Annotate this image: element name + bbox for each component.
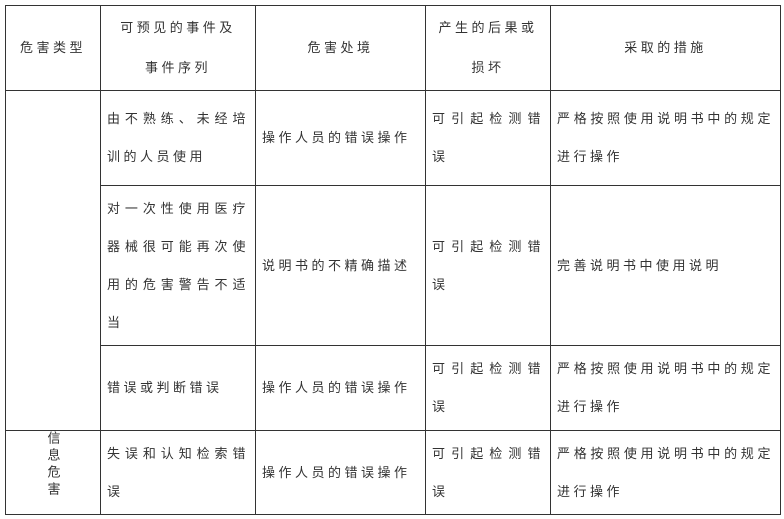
consequence-cell: 可引起检测错误	[425, 345, 551, 431]
consequence-cell: 可引起检测错误	[425, 185, 551, 346]
header-measures: 采取的措施	[550, 5, 781, 91]
measure-cell: 完善说明书中使用说明	[550, 185, 781, 346]
risk-analysis-table: 危害类型 可预见的事件及 事件序列 危害处境 产生的后果或 损坏 采取的措施 由…	[5, 5, 781, 515]
header-foreseeable-events: 可预见的事件及 事件序列	[100, 5, 256, 91]
header-hazardous-situation: 危害处境	[255, 5, 426, 91]
hazard-type-empty-cell	[5, 90, 101, 431]
situation-cell: 操作人员的错误操作	[255, 430, 426, 515]
header-consequence: 产生的后果或 损坏	[425, 5, 551, 91]
consequence-cell: 可引起检测错误	[425, 90, 551, 186]
header-hazard-type: 危害类型	[5, 5, 101, 91]
table-row: 由不熟练、未经培训的人员使用 操作人员的错误操作 可引起检测错误 严格按照使用说…	[5, 90, 781, 431]
situation-cell: 说明书的不精确描述	[255, 185, 426, 346]
consequence-cell: 可引起检测错误	[425, 430, 551, 515]
table-header-row: 危害类型 可预见的事件及 事件序列 危害处境 产生的后果或 损坏 采取的措施	[5, 5, 781, 91]
event-cell: 失误和认知检索错误	[100, 430, 256, 515]
measure-cell: 严格按照使用说明书中的规定进行操作	[550, 90, 781, 186]
measure-cell: 严格按照使用说明书中的规定进行操作	[550, 430, 781, 515]
situation-cell: 操作人员的错误操作	[255, 90, 426, 186]
event-cell: 错误或判断错误	[100, 345, 256, 431]
table-row: 信息危害 失误和认知检索错误 操作人员的错误操作 可引起检测错误 严格按照使用说…	[5, 430, 781, 515]
table-row: 对一次性使用医疗器械很可能再次使用的危害警告不适当 说明书的不精确描述 可引起检…	[6, 185, 781, 346]
table-row: 错误或判断错误 操作人员的错误操作 可引起检测错误 严格按照使用说明书中的规定进…	[6, 345, 781, 431]
event-cell: 对一次性使用医疗器械很可能再次使用的危害警告不适当	[100, 185, 256, 346]
measure-cell: 严格按照使用说明书中的规定进行操作	[550, 345, 781, 431]
hazard-type-label: 信息危害	[45, 431, 61, 500]
hazard-type-label-cell: 信息危害	[5, 430, 101, 515]
situation-cell: 操作人员的错误操作	[255, 345, 426, 431]
event-cell: 由不熟练、未经培训的人员使用	[100, 90, 256, 186]
